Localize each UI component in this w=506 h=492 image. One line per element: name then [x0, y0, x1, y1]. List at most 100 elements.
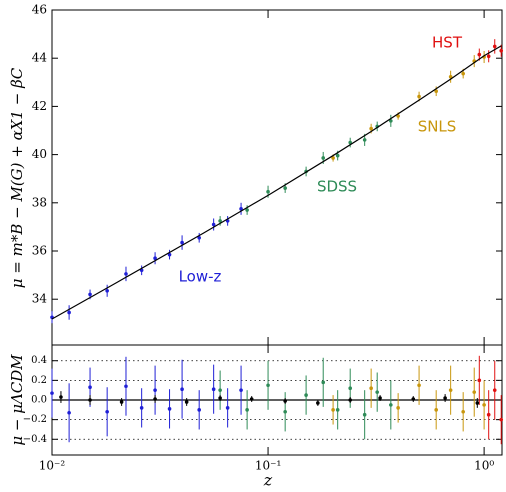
point — [139, 406, 144, 410]
point — [50, 391, 54, 395]
point — [499, 48, 504, 53]
point — [283, 186, 287, 190]
point — [486, 54, 491, 59]
point — [88, 292, 92, 297]
y-tick-label: 44 — [32, 51, 48, 65]
point — [369, 126, 373, 131]
point — [249, 397, 254, 401]
y-tick-label: 40 — [32, 147, 47, 161]
point — [348, 398, 353, 402]
point — [472, 390, 477, 394]
point — [378, 396, 382, 400]
point — [417, 94, 421, 99]
point — [335, 153, 340, 158]
point — [218, 388, 222, 392]
series-label: HST — [432, 34, 463, 52]
y-tick-label: 38 — [32, 195, 47, 209]
point — [239, 207, 243, 211]
point — [492, 388, 497, 392]
point — [218, 396, 222, 400]
y-tick-label: −0.2 — [23, 414, 47, 425]
point — [321, 156, 326, 160]
y-tick-label: −0.4 — [23, 434, 47, 445]
y-tick-label: 36 — [32, 244, 47, 258]
point — [389, 119, 393, 123]
point — [316, 401, 320, 405]
model-line — [51, 45, 502, 320]
point — [499, 417, 504, 422]
point — [153, 388, 157, 392]
point — [218, 219, 222, 223]
point — [321, 380, 326, 385]
point — [443, 396, 447, 400]
point — [225, 406, 230, 410]
point — [475, 401, 480, 405]
point — [396, 114, 400, 118]
y-tick-label: 0.4 — [31, 355, 47, 366]
point — [477, 52, 482, 57]
y-tick-label: 46 — [32, 3, 47, 17]
point — [396, 406, 400, 410]
point — [434, 89, 438, 94]
point — [124, 384, 128, 389]
point — [105, 288, 109, 293]
y-tick-label: 0.0 — [31, 395, 47, 406]
x-tick-label: 10⁻¹ — [255, 459, 281, 473]
point — [411, 397, 416, 401]
point — [434, 408, 438, 412]
point — [492, 44, 497, 49]
point — [461, 409, 465, 414]
series-label: SDSS — [317, 178, 357, 196]
point — [211, 222, 216, 227]
point — [283, 409, 287, 414]
point — [389, 403, 393, 407]
y-tick-label: 0.2 — [31, 375, 47, 386]
point — [266, 189, 270, 194]
point — [197, 235, 201, 240]
point — [461, 71, 465, 76]
point — [167, 252, 172, 257]
y-axis-label: μ = m*B − M(G) + αX1 − βC — [8, 67, 26, 288]
point — [67, 310, 71, 315]
point — [180, 387, 184, 391]
point — [167, 407, 172, 411]
point — [448, 388, 453, 392]
x-tick-label: 10⁻² — [39, 459, 66, 473]
point — [88, 398, 92, 402]
point — [266, 383, 270, 388]
y-axis-label: μ − μΛCDM — [8, 354, 26, 446]
y-tick-label: 34 — [32, 292, 48, 306]
point — [304, 393, 308, 397]
point — [348, 386, 353, 391]
x-tick-label: 10⁰ — [474, 459, 494, 473]
point — [124, 272, 128, 276]
point — [67, 410, 71, 415]
series-label: SNLS — [418, 118, 457, 136]
point — [245, 408, 249, 412]
point — [331, 408, 335, 412]
point — [245, 208, 249, 212]
plot-frame — [51, 9, 503, 346]
point — [184, 400, 189, 404]
point — [486, 412, 491, 417]
point — [59, 395, 63, 399]
point — [283, 399, 287, 403]
point — [482, 403, 486, 407]
point — [153, 397, 157, 401]
point — [417, 383, 421, 388]
x-axis-label: z — [263, 471, 273, 490]
series-label: Low-z — [179, 268, 222, 286]
point — [153, 256, 157, 261]
y-tick-label: 42 — [32, 99, 47, 113]
point — [369, 386, 373, 391]
point — [335, 408, 340, 412]
point — [331, 156, 335, 160]
point — [448, 74, 453, 79]
point — [197, 408, 201, 412]
point — [362, 412, 367, 417]
point — [105, 409, 109, 414]
point — [180, 240, 184, 245]
point — [239, 388, 243, 392]
